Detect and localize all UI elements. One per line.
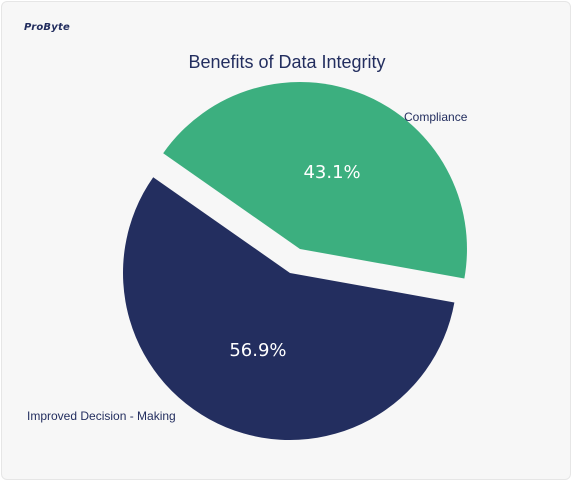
slice-category-label: Improved Decision - Making xyxy=(27,409,176,423)
pie-slice-improved-decision-making xyxy=(123,177,455,440)
slice-value-label: 56.9% xyxy=(229,340,286,361)
probyte-logo: ProByte xyxy=(24,22,70,33)
slice-value-label: 43.1% xyxy=(303,162,360,183)
slice-category-label: Compliance xyxy=(404,110,468,124)
chart-title: Benefits of Data Integrity xyxy=(188,52,386,72)
pie-slice-compliance xyxy=(163,81,467,279)
